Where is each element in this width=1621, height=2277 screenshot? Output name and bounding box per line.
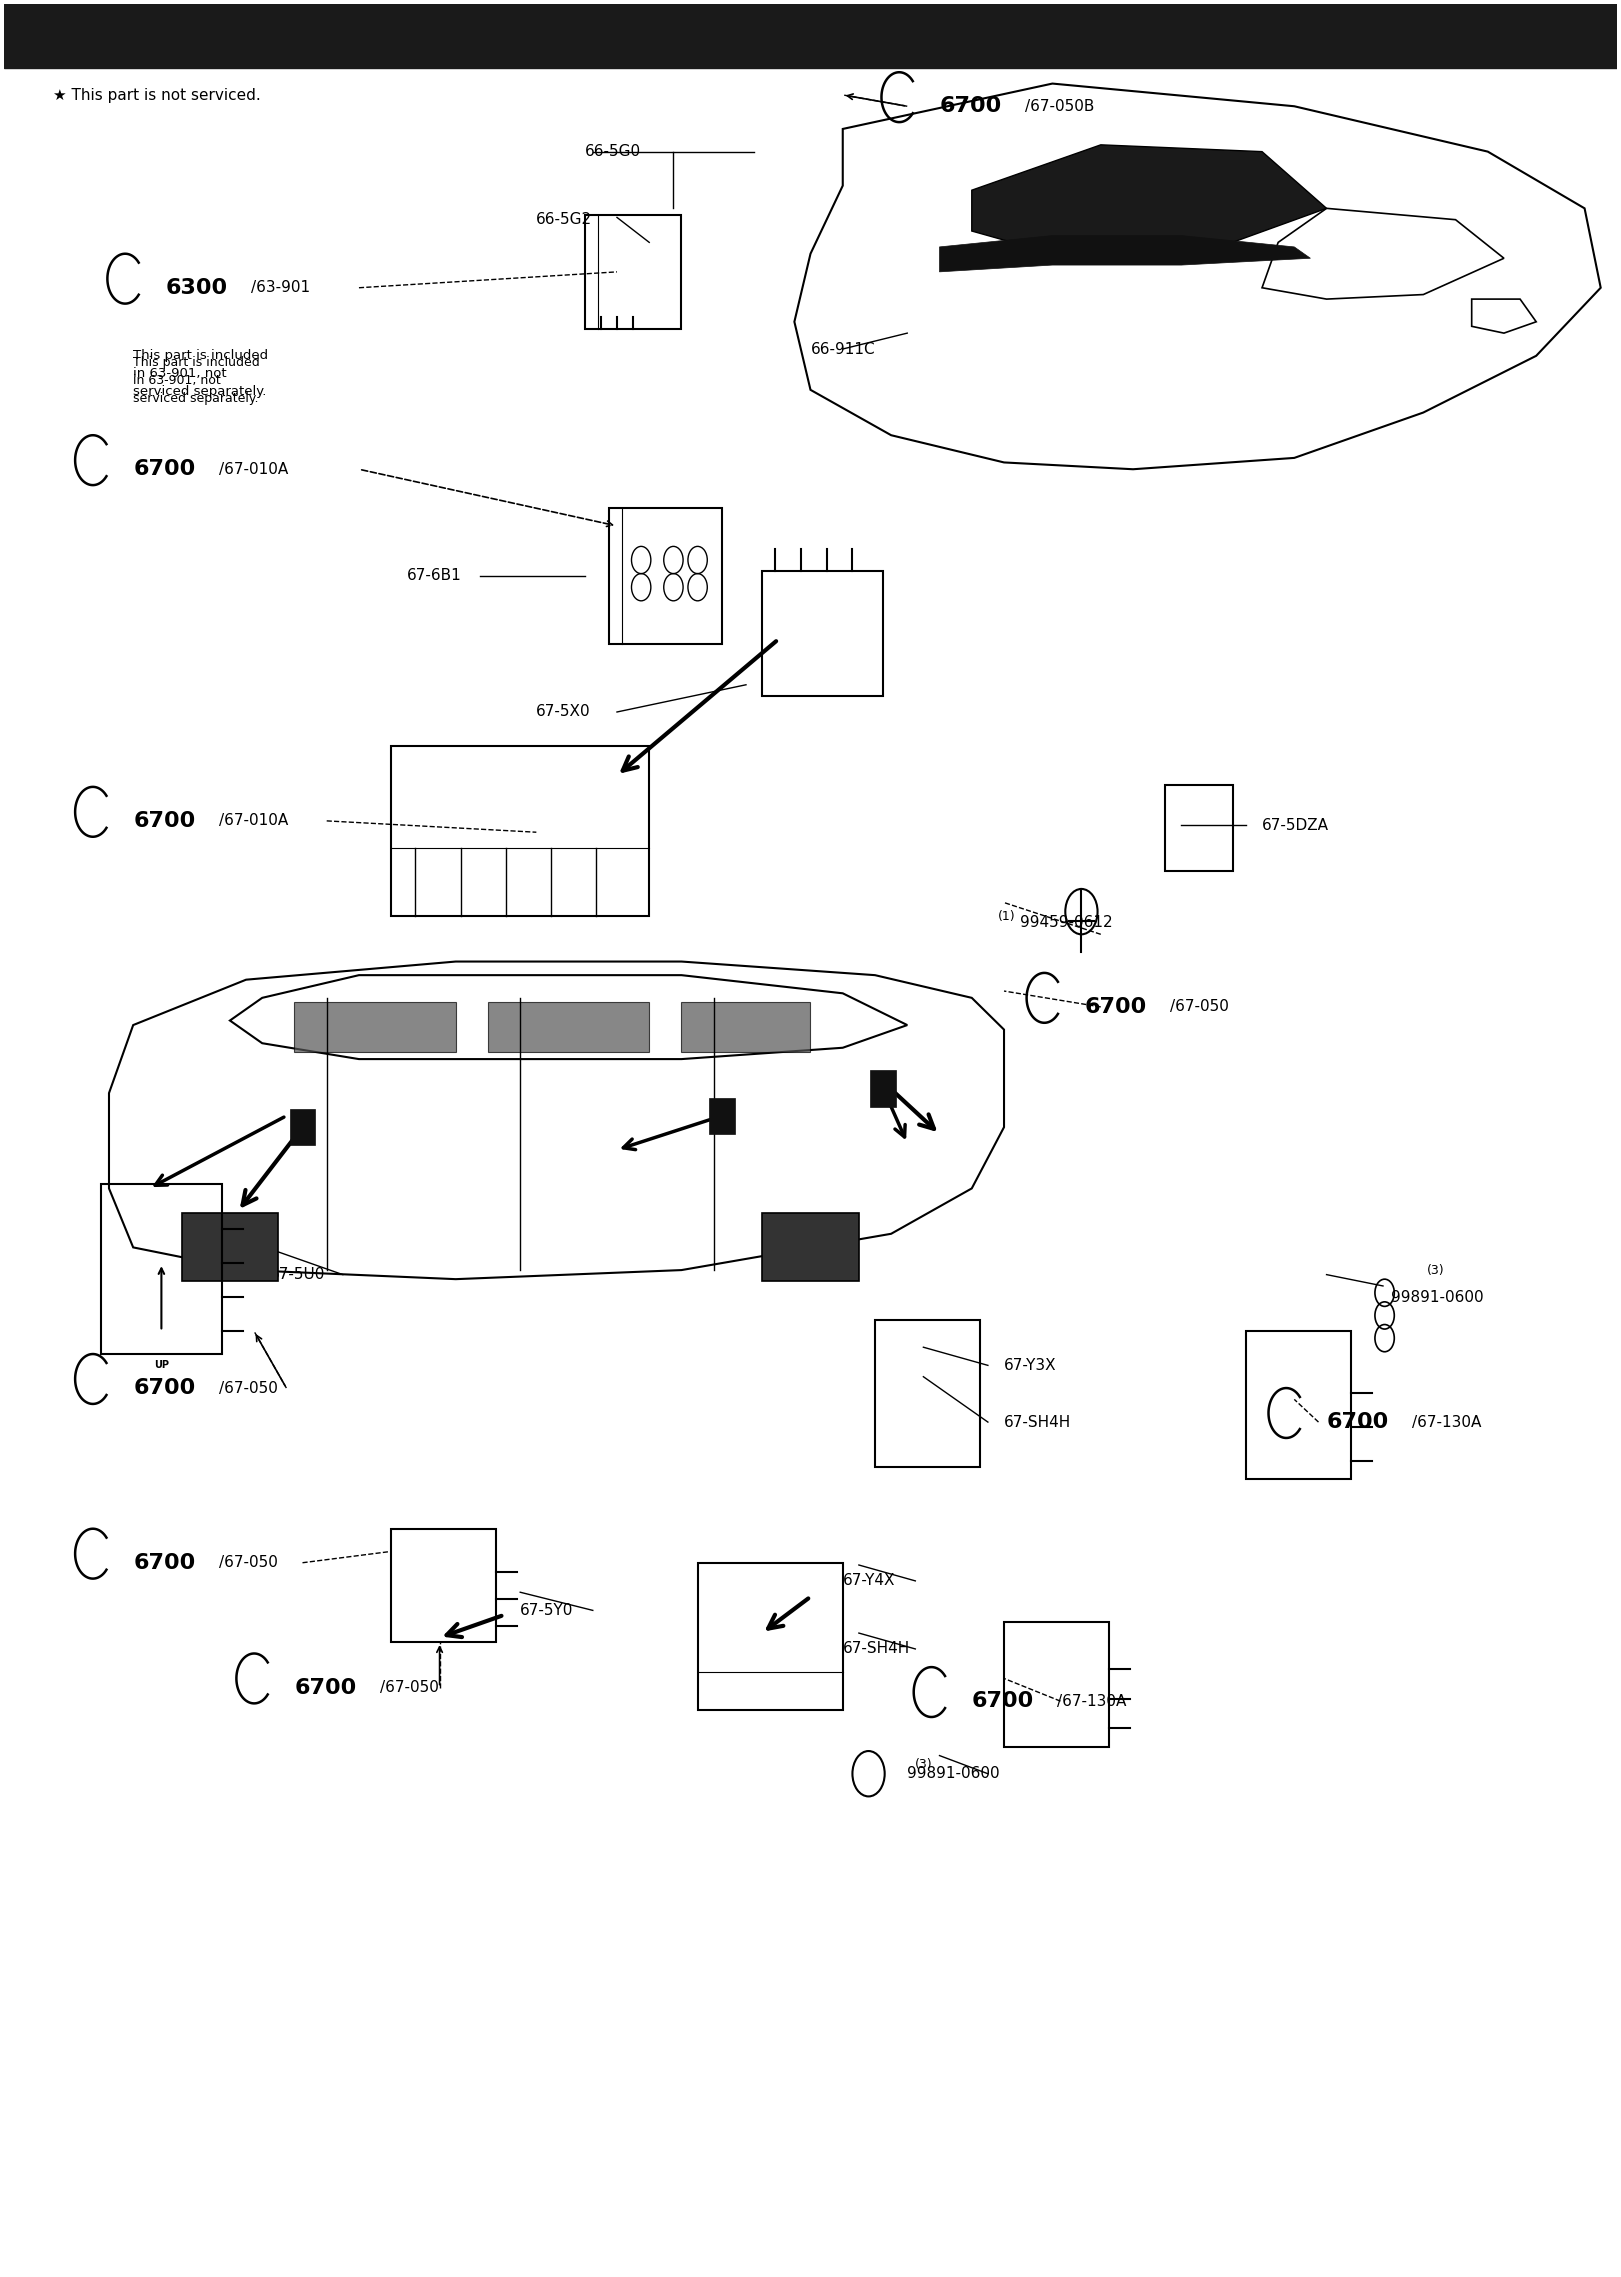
Text: 67-Y3X: 67-Y3X	[1003, 1357, 1057, 1373]
Text: 66-5G2: 66-5G2	[537, 212, 592, 228]
Text: (1): (1)	[997, 911, 1015, 922]
Bar	[762, 1214, 859, 1282]
Bar	[488, 1002, 650, 1052]
Text: /67-010A: /67-010A	[219, 813, 289, 829]
Text: 99891-0600: 99891-0600	[1391, 1289, 1483, 1305]
Text: 67-5DZA: 67-5DZA	[1263, 817, 1329, 833]
Bar	[5, 5, 1616, 68]
Text: 67-6B1: 67-6B1	[407, 569, 462, 583]
Text: 6700: 6700	[133, 460, 196, 478]
Text: 66-5G0: 66-5G0	[585, 143, 640, 159]
Text: 6700: 6700	[971, 1692, 1034, 1710]
Bar	[870, 1070, 896, 1107]
Text: 6700: 6700	[295, 1678, 357, 1699]
Text: (3): (3)	[916, 1758, 934, 1772]
Bar	[182, 1214, 279, 1282]
Bar	[1247, 1332, 1350, 1478]
Text: 67-SH4H: 67-SH4H	[1003, 1414, 1071, 1430]
Bar	[1003, 1621, 1109, 1746]
Bar	[391, 1528, 496, 1642]
Text: 6700: 6700	[1084, 997, 1148, 1018]
Text: /67-130A: /67-130A	[1412, 1414, 1482, 1430]
Bar	[681, 1002, 810, 1052]
PathPatch shape	[971, 146, 1326, 253]
Bar	[609, 508, 721, 644]
Text: This part is included
in 63-901, not
serviced separately.: This part is included in 63-901, not ser…	[133, 355, 259, 405]
Text: /63-901: /63-901	[251, 280, 310, 296]
Text: /67-050: /67-050	[379, 1680, 439, 1694]
Bar	[1165, 786, 1234, 870]
Bar	[708, 1098, 734, 1134]
Text: 6700: 6700	[940, 96, 1002, 116]
Text: 6700: 6700	[1326, 1412, 1389, 1432]
Bar	[697, 1562, 843, 1710]
Bar	[762, 572, 883, 697]
Text: 6300: 6300	[165, 278, 227, 298]
Text: UP: UP	[154, 1359, 169, 1371]
Bar	[295, 1002, 456, 1052]
Text: 6700: 6700	[133, 1553, 196, 1573]
Text: 99891-0600: 99891-0600	[908, 1767, 1000, 1781]
Text: /67-130A: /67-130A	[1057, 1694, 1127, 1708]
Bar	[290, 1109, 316, 1145]
Bar	[391, 747, 650, 915]
Bar	[875, 1321, 979, 1466]
Text: ★ This part is not serviced.: ★ This part is not serviced.	[52, 89, 261, 102]
Text: 67-5U0: 67-5U0	[271, 1266, 326, 1282]
Text: 66-911C: 66-911C	[810, 342, 875, 357]
Text: /67-050B: /67-050B	[1024, 98, 1094, 114]
Text: /67-050: /67-050	[219, 1555, 277, 1571]
Text: /67-050: /67-050	[219, 1380, 277, 1396]
Bar	[585, 214, 681, 328]
Text: 6700: 6700	[133, 1378, 196, 1398]
Text: /67-010A: /67-010A	[219, 462, 289, 476]
Text: 99459-0612: 99459-0612	[1020, 915, 1112, 931]
Text: 67-5Y0: 67-5Y0	[520, 1603, 574, 1619]
Text: 67-5X0: 67-5X0	[537, 704, 592, 720]
PathPatch shape	[940, 235, 1310, 271]
Text: 6700: 6700	[133, 811, 196, 831]
Text: (3): (3)	[1426, 1264, 1444, 1277]
Text: This part is included
in 63-901, not
serviced separately.: This part is included in 63-901, not ser…	[133, 348, 269, 398]
Text: 67-SH4H: 67-SH4H	[843, 1642, 909, 1655]
Text: /67-050: /67-050	[1170, 1000, 1229, 1016]
Text: 67-Y4X: 67-Y4X	[843, 1573, 895, 1589]
Bar	[101, 1184, 222, 1355]
